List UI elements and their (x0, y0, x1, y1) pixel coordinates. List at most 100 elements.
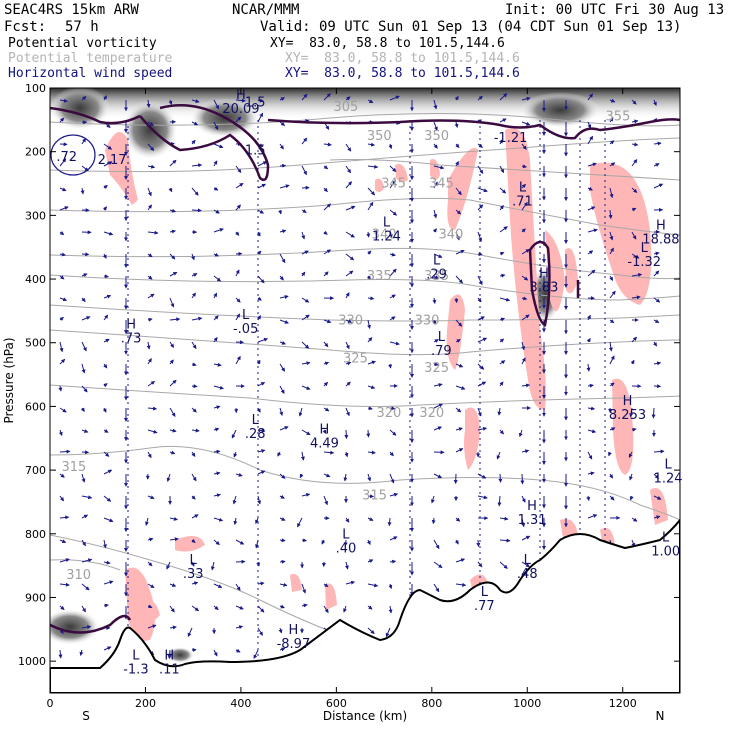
pv-blob-surface-left (50, 609, 100, 645)
wind-arrow (366, 231, 371, 238)
wind-arrow (454, 121, 459, 128)
theta-label: 320 (376, 406, 401, 421)
wind-arrow (653, 515, 661, 520)
wind-arrow (431, 517, 436, 525)
y-tick-label: 800 (25, 528, 46, 541)
wind-arrow (81, 316, 91, 321)
pink-region (290, 574, 302, 592)
wind-arrow (81, 341, 87, 352)
x-tick-label: 1200 (609, 697, 637, 710)
wind-arrow (653, 251, 660, 256)
wind-arrow (191, 341, 197, 350)
wind-arrow (345, 143, 352, 152)
wind-arrow (213, 160, 218, 167)
wind-arrow (631, 336, 638, 343)
wind-arrow (477, 231, 483, 242)
wind-arrow (103, 383, 108, 388)
wind-arrow (323, 361, 330, 366)
wind-arrow (213, 143, 224, 149)
wind-arrow (233, 451, 238, 458)
wind-arrow (213, 385, 224, 390)
wind-arrow (147, 358, 152, 365)
wind-arrow (477, 381, 487, 387)
wind-arrow (169, 379, 177, 387)
pink-region (105, 132, 138, 205)
wind-arrow (477, 275, 483, 286)
wind-arrow (499, 139, 503, 145)
wind-arrow (279, 582, 288, 587)
wind-arrow (301, 361, 311, 366)
wind-arrow (367, 250, 372, 255)
wind-arrow (191, 538, 196, 544)
wind-arrow (499, 297, 511, 302)
wind-arrow (213, 471, 221, 476)
wind-arrow (455, 187, 462, 196)
theta-label: 305 (333, 100, 358, 115)
wind-arrow (301, 538, 307, 543)
wind-arrow (81, 558, 93, 563)
extremum-value: .33 (183, 567, 204, 582)
wind-arrow (190, 561, 195, 567)
wind-arrow (455, 427, 463, 432)
wind-arrow (191, 473, 197, 482)
wind-arrow (388, 231, 393, 239)
wind-arrow (103, 363, 108, 369)
wind-arrow (235, 182, 244, 189)
pink-region (565, 248, 578, 294)
wind-arrow (102, 407, 107, 413)
wind-arrow (454, 95, 459, 101)
wind-arrow (191, 362, 197, 367)
wind-arrow (213, 228, 224, 233)
legend-pv-xy: XY= 83.0, 58.8 to 101.5,144.6 (270, 36, 505, 51)
wind-arrow (520, 473, 525, 485)
wind-arrow (653, 183, 664, 189)
wind-arrow (279, 143, 284, 150)
wind-arrow (499, 273, 506, 278)
wind-arrow (499, 338, 505, 343)
y-tick-label: 1000 (18, 655, 46, 668)
pv-blob-tropo-1 (122, 100, 178, 160)
wind-arrow (81, 495, 93, 500)
wind-arrow (235, 539, 245, 545)
wind-arrow (81, 429, 89, 433)
extremum-value: .29 (426, 268, 447, 283)
wind-arrow (323, 249, 332, 255)
wind-arrow (59, 231, 65, 236)
wind-arrow (59, 449, 71, 454)
x-tick-label: 800 (421, 697, 442, 710)
wind-speed-contour (50, 134, 96, 176)
wind-arrow (59, 473, 65, 478)
pv-blob-surface-2 (166, 647, 194, 663)
wind-arrow (257, 275, 265, 284)
wind-arrow (455, 385, 466, 390)
extremum-value: 1.5 (245, 96, 266, 111)
wind-arrow (103, 95, 107, 101)
wind-arrow (235, 116, 242, 123)
wind-arrow (213, 493, 221, 498)
wind-arrow (499, 561, 508, 569)
wind-arrow (389, 95, 400, 101)
wind-arrow (499, 204, 504, 211)
wind-arrow (191, 451, 196, 457)
extremum-marker: L (519, 180, 527, 195)
extremum-marker: L (438, 330, 446, 345)
wind-arrow (345, 205, 356, 211)
wind-arrow (279, 538, 286, 543)
wind-arrow (433, 383, 443, 387)
wind-arrow (301, 603, 308, 608)
wind-arrow (81, 95, 87, 101)
wind-arrow (147, 583, 155, 589)
wind-arrow (518, 429, 523, 438)
legend-pv-name: Potential vorticity (8, 36, 157, 51)
wind-arrow (631, 295, 641, 300)
extremum-value: 1.24 (372, 229, 401, 244)
wind-arrow (59, 539, 67, 543)
extremum-value: 3.83 (530, 280, 559, 295)
theta-line (50, 247, 680, 280)
wind-arrow (499, 317, 506, 322)
wind-arrow (213, 209, 220, 214)
wind-arrow (277, 451, 282, 457)
wind-arrow (103, 517, 114, 523)
wind-arrow (521, 143, 527, 150)
wind-arrow (257, 112, 264, 123)
